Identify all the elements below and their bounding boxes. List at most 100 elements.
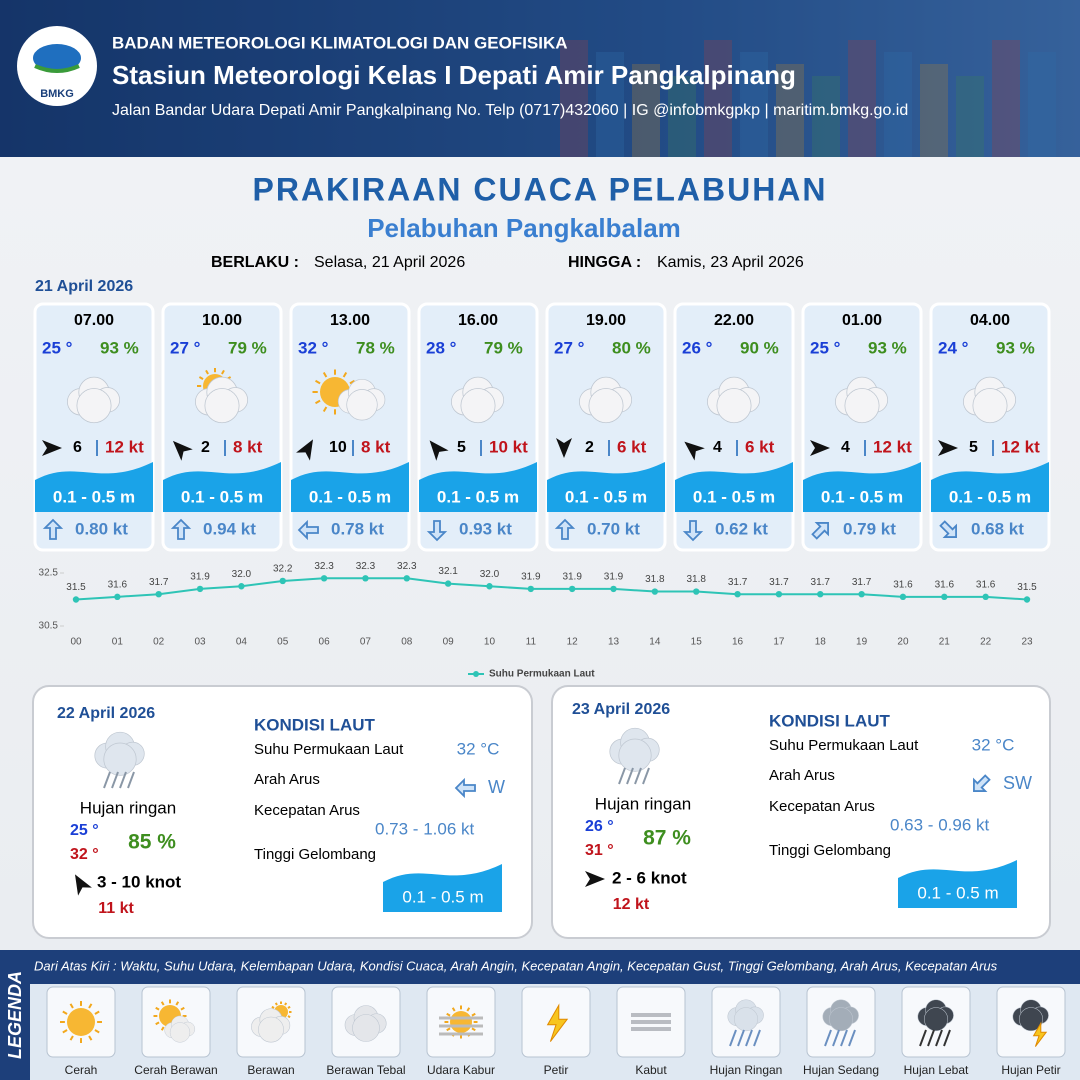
cloud-part <box>204 388 240 424</box>
current-arrow <box>42 518 64 540</box>
wave <box>931 462 1049 512</box>
x-tick-label: 19 <box>856 637 868 648</box>
slot-wind: 6 <box>73 439 82 456</box>
rain-line <box>642 767 650 785</box>
value-label: 31.6 <box>108 579 128 590</box>
address: Jalan Bandar Udara Depati Amir Pangkalpi… <box>112 102 908 119</box>
cloud-icon <box>707 376 761 424</box>
x-tick-label: 20 <box>897 637 909 648</box>
slot-wind: 10 <box>329 439 347 456</box>
cloud-part <box>618 738 652 772</box>
x-tick-label: 13 <box>608 637 620 648</box>
day-weather: Hujan ringan <box>80 798 176 817</box>
cloud-part <box>103 742 137 776</box>
logo-mark <box>33 44 81 72</box>
rain-line <box>832 1029 840 1047</box>
cloud-icon <box>67 376 121 424</box>
y-tick-label: 30.5 <box>39 621 59 632</box>
rain-line <box>626 767 634 785</box>
header-decor <box>596 52 624 157</box>
slot-current: 0.80 kt <box>75 519 128 538</box>
sun-ray <box>471 1012 476 1017</box>
value-label: 32.3 <box>356 561 376 572</box>
title: PRAKIRAAN CUACA PELABUHAN <box>252 171 827 207</box>
slot-time: 07.00 <box>74 312 114 329</box>
wind-arrow <box>556 438 572 458</box>
slot-humidity: 93 % <box>996 338 1035 357</box>
arah-value: W <box>488 777 505 797</box>
header-decor <box>560 40 588 157</box>
slot-temp: 26 ° <box>682 338 713 357</box>
rain-line <box>103 771 111 789</box>
wave-label: Tinggi Gelombang <box>769 842 891 859</box>
current-arrow <box>973 774 991 792</box>
rain-line <box>737 1029 745 1047</box>
slot-current: 0.62 kt <box>715 519 768 538</box>
wind-arrow <box>172 440 193 461</box>
wave <box>803 462 921 512</box>
cloud-icon <box>164 1015 196 1043</box>
speed-label: Kecepatan Arus <box>254 802 360 819</box>
sun-ray <box>88 1003 93 1009</box>
day-weather: Hujan ringan <box>595 794 691 813</box>
x-tick-label: 07 <box>360 637 372 648</box>
value-label: 31.9 <box>562 572 582 583</box>
value-label: 31.7 <box>728 577 748 588</box>
day-date: 21 April 2026 <box>35 278 133 295</box>
slot-humidity: 80 % <box>612 338 651 357</box>
sst-point <box>444 580 452 587</box>
current-arrow <box>454 777 476 799</box>
sun-ray <box>155 1006 160 1011</box>
header-decor <box>956 76 984 157</box>
rain-line <box>753 1029 761 1047</box>
wave <box>547 462 665 512</box>
cloud-icon <box>835 376 889 424</box>
wave <box>675 462 793 512</box>
x-tick-label: 15 <box>691 637 703 648</box>
slot-gust: 12 kt <box>1001 437 1040 456</box>
cloud-icon <box>251 1008 291 1043</box>
slot-humidity: 90 % <box>740 338 779 357</box>
value-label: 32.2 <box>273 564 293 575</box>
slot-time: 19.00 <box>586 312 626 329</box>
sun-icon <box>60 1001 102 1043</box>
wind-arrow <box>810 440 830 456</box>
cloud-icon <box>337 378 386 421</box>
cloud-icon <box>195 376 249 424</box>
rain-line <box>127 771 135 789</box>
sst-point <box>817 591 824 598</box>
slot-humidity: 78 % <box>356 338 395 357</box>
sun-ray <box>94 1010 100 1015</box>
legend-item: Cerah Berawan <box>134 1063 217 1077</box>
sun-ray <box>198 376 204 380</box>
sun-ray <box>180 1006 185 1011</box>
cloud-part <box>734 1007 758 1032</box>
legend-description: Dari Atas Kiri : Waktu, Suhu Udara, Kele… <box>34 958 998 973</box>
slot-wave: 0.1 - 0.5 m <box>437 487 519 506</box>
sun-ray <box>284 1002 288 1006</box>
slot-current: 0.68 kt <box>971 519 1024 538</box>
sst-value: 32 °C <box>972 735 1015 754</box>
cloud-icon <box>609 727 660 772</box>
legend-item: Udara Kabur <box>427 1063 495 1077</box>
slot-temp: 25 ° <box>42 338 73 357</box>
x-tick-label: 17 <box>773 637 785 648</box>
slot-gust: 10 kt <box>489 437 528 456</box>
sun-ray <box>62 1029 68 1034</box>
cloud-part <box>716 388 752 424</box>
value-label: 31.6 <box>976 579 996 590</box>
slot-current: 0.70 kt <box>587 519 640 538</box>
value-label: 32.3 <box>397 561 417 572</box>
sst-point <box>858 591 865 598</box>
x-tick-label: 08 <box>401 637 413 648</box>
legend-side <box>0 950 30 1080</box>
wave-label: Tinggi Gelombang <box>254 846 376 863</box>
sst-point <box>155 591 162 598</box>
slot-gust: 6 kt <box>745 437 775 456</box>
cloud-part <box>352 1014 380 1042</box>
arah-value: SW <box>1003 773 1032 793</box>
header-decor <box>1028 52 1056 157</box>
day-date: 22 April 2026 <box>57 705 155 722</box>
sun-ray <box>155 1021 160 1026</box>
